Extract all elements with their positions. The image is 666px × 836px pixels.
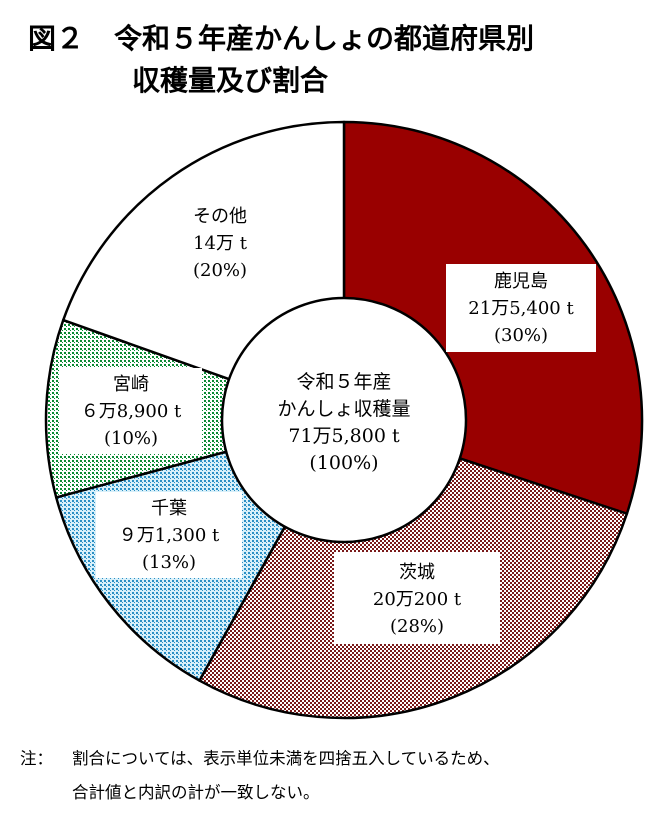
slice-label-chiba-percent: (13%): [142, 552, 196, 573]
figure-title-line2: 収穫量及び割合: [132, 64, 329, 97]
slice-label-miyazaki-value: ６万8,900 t: [81, 401, 182, 422]
slice-label-other-name: その他: [193, 206, 247, 227]
slice-label-miyazaki-percent: (10%): [104, 428, 158, 449]
donut-hole: [220, 296, 468, 544]
slice-label-chiba: 千葉 ９万1,300 t (13%): [96, 492, 242, 578]
slice-label-ibaraki-value: 20万200 t: [373, 589, 462, 610]
slice-label-miyazaki-name: 宮崎: [113, 374, 149, 395]
figure-title: 図２ 令和５年産かんしょの都道府県別 収穫量及び割合: [28, 18, 648, 102]
slice-label-kagoshima-value: 21万5,400 t: [468, 298, 574, 319]
slice-label-ibaraki-percent: (28%): [390, 616, 444, 637]
slice-label-other-percent: (20%): [193, 260, 247, 281]
footnote-line1: 割合については、表示単位未満を四捨五入しているため、: [72, 749, 500, 768]
center-label-line4: (100%): [309, 452, 378, 474]
slice-label-ibaraki: 茨城 20万200 t (28%): [334, 552, 500, 644]
slice-label-other: その他 14万 t (20%): [193, 206, 248, 281]
slice-label-chiba-value: ９万1,300 t: [119, 525, 220, 546]
figure-number: 図２: [28, 22, 85, 55]
center-label-line3: 71万5,800 t: [288, 425, 400, 447]
footnote-label: 注：: [20, 749, 53, 768]
center-label-line1: 令和５年産: [296, 371, 391, 393]
slice-label-ibaraki-name: 茨城: [399, 562, 435, 583]
donut-chart: 令和５年産 かんしょ収穫量 71万5,800 t (100%) 鹿児島 21万5…: [44, 120, 644, 720]
slice-label-kagoshima: 鹿児島 21万5,400 t (30%): [446, 264, 596, 352]
slice-label-kagoshima-name: 鹿児島: [494, 271, 548, 292]
figure-title-line1: 令和５年産かんしょの都道府県別: [114, 22, 535, 55]
slice-label-chiba-name: 千葉: [151, 498, 187, 519]
slice-label-miyazaki: 宮崎 ６万8,900 t (10%): [60, 368, 202, 454]
slice-label-kagoshima-percent: (30%): [494, 325, 548, 346]
center-label-line2: かんしょ収穫量: [277, 398, 410, 420]
slice-label-other-value: 14万 t: [193, 233, 248, 254]
footnote: 注： 割合については、表示単位未満を四捨五入しているため、 合計値と内訳の計が一致…: [20, 742, 660, 810]
footnote-line2: 合計値と内訳の計が一致しない。: [72, 783, 320, 802]
